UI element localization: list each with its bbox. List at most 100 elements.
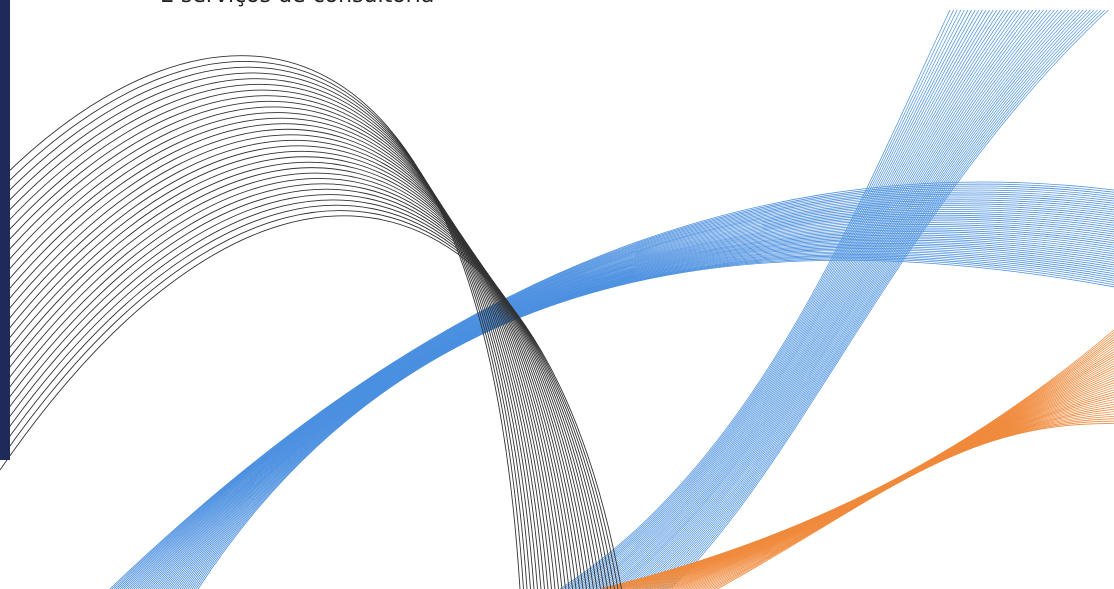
blue-wave: [127, 199, 1114, 589]
blue-wave: [197, 259, 1114, 589]
blue-wave: [559, 9, 951, 589]
blue-wave: [131, 203, 1114, 589]
blue-wave: [155, 225, 1114, 589]
blue-wave: [622, 9, 1041, 589]
blue-wave: [632, 9, 1055, 589]
blue-wave: [657, 9, 1091, 589]
blue-wave: [177, 244, 1114, 589]
gray-wave: [0, 106, 552, 589]
blue-wave: [133, 205, 1114, 589]
gray-wave: [0, 167, 591, 589]
blue-wave: [171, 239, 1114, 589]
blue-wave: [579, 9, 980, 589]
blue-wave: [187, 252, 1114, 589]
blue-wave: [129, 201, 1114, 589]
gray-wave: [0, 72, 531, 589]
blue-wave: [183, 249, 1114, 589]
gray-wave: [0, 150, 580, 589]
blue-wave: [135, 207, 1114, 589]
blue-wave: [612, 9, 1026, 589]
blue-wave: [642, 9, 1070, 589]
blue-wave: [562, 9, 954, 589]
blue-wave: [567, 9, 962, 589]
blue-wave: [181, 247, 1114, 589]
blue-wave: [592, 9, 998, 589]
blue-wave: [627, 9, 1048, 589]
blue-wave: [111, 183, 1114, 589]
gray-wave: [0, 61, 524, 589]
blue-wave: [602, 9, 1012, 589]
slide-text: E serviços de consultoria: [160, 0, 434, 8]
gray-wave: [0, 172, 594, 589]
blue-wave: [609, 9, 1023, 589]
blue-wave: [582, 9, 983, 589]
blue-wave: [574, 9, 972, 589]
blue-wave: [607, 9, 1019, 589]
gray-wave: [0, 183, 601, 589]
gray-wave: [0, 78, 535, 589]
blue-wave: [195, 258, 1114, 589]
decorative-waves: [0, 9, 1114, 589]
blue-wave: [153, 224, 1114, 589]
blue-wave: [667, 9, 1106, 589]
blue-wave: [604, 9, 1016, 589]
blue-wave: [145, 216, 1114, 589]
blue-wave: [589, 9, 994, 589]
blue-wave: [113, 185, 1114, 589]
blue-wave: [137, 209, 1114, 589]
blue-wave: [163, 233, 1114, 589]
blue-wave: [185, 251, 1114, 589]
gray-wave: [0, 210, 619, 589]
blue-wave: [587, 9, 990, 589]
gray-wave: [0, 215, 622, 589]
blue-wave: [169, 238, 1114, 589]
blue-wave: [179, 246, 1114, 589]
gray-wave: [0, 55, 521, 589]
blue-wave: [175, 243, 1114, 589]
blue-wave: [652, 9, 1084, 589]
blue-wave: [143, 214, 1114, 589]
blue-wave: [629, 9, 1052, 589]
blue-wave: [189, 254, 1114, 589]
gray-wave: [0, 194, 608, 589]
blue-wave: [624, 9, 1044, 589]
blue-wave: [191, 255, 1114, 589]
blue-wave: [151, 222, 1114, 589]
blue-wave: [149, 220, 1114, 589]
blue-wave: [614, 9, 1030, 589]
blue-wave: [584, 9, 987, 589]
gray-wave: [0, 134, 570, 589]
blue-wave: [637, 9, 1062, 589]
blue-wave: [634, 9, 1059, 589]
blue-wave: [115, 187, 1114, 589]
blue-wave: [125, 197, 1114, 589]
blue-wave: [617, 9, 1034, 589]
blue-wave: [649, 9, 1080, 589]
blue-wave: [139, 211, 1114, 589]
gray-wave: [0, 95, 545, 589]
side-bar: [0, 0, 10, 460]
blue-wave: [147, 218, 1114, 589]
gray-wave: [0, 204, 615, 589]
gray-wave: [0, 117, 559, 589]
gray-wave: [0, 199, 612, 589]
gray-wave: [0, 161, 587, 589]
gray-wave: [0, 89, 542, 589]
blue-wave: [659, 9, 1095, 589]
blue-wave: [662, 9, 1098, 589]
blue-wave: [654, 9, 1088, 589]
blue-wave: [109, 181, 1114, 589]
gray-wave: [0, 66, 528, 589]
gray-wave: [0, 123, 563, 589]
gray-wave: [0, 156, 584, 589]
gray-wave: [0, 178, 598, 589]
blue-wave: [594, 9, 1001, 589]
blue-wave: [619, 9, 1037, 589]
blue-wave: [664, 9, 1102, 589]
blue-wave: [647, 9, 1077, 589]
gray-wave: [0, 145, 577, 589]
gray-wave: [0, 84, 538, 589]
orange-wave: [716, 423, 1114, 589]
